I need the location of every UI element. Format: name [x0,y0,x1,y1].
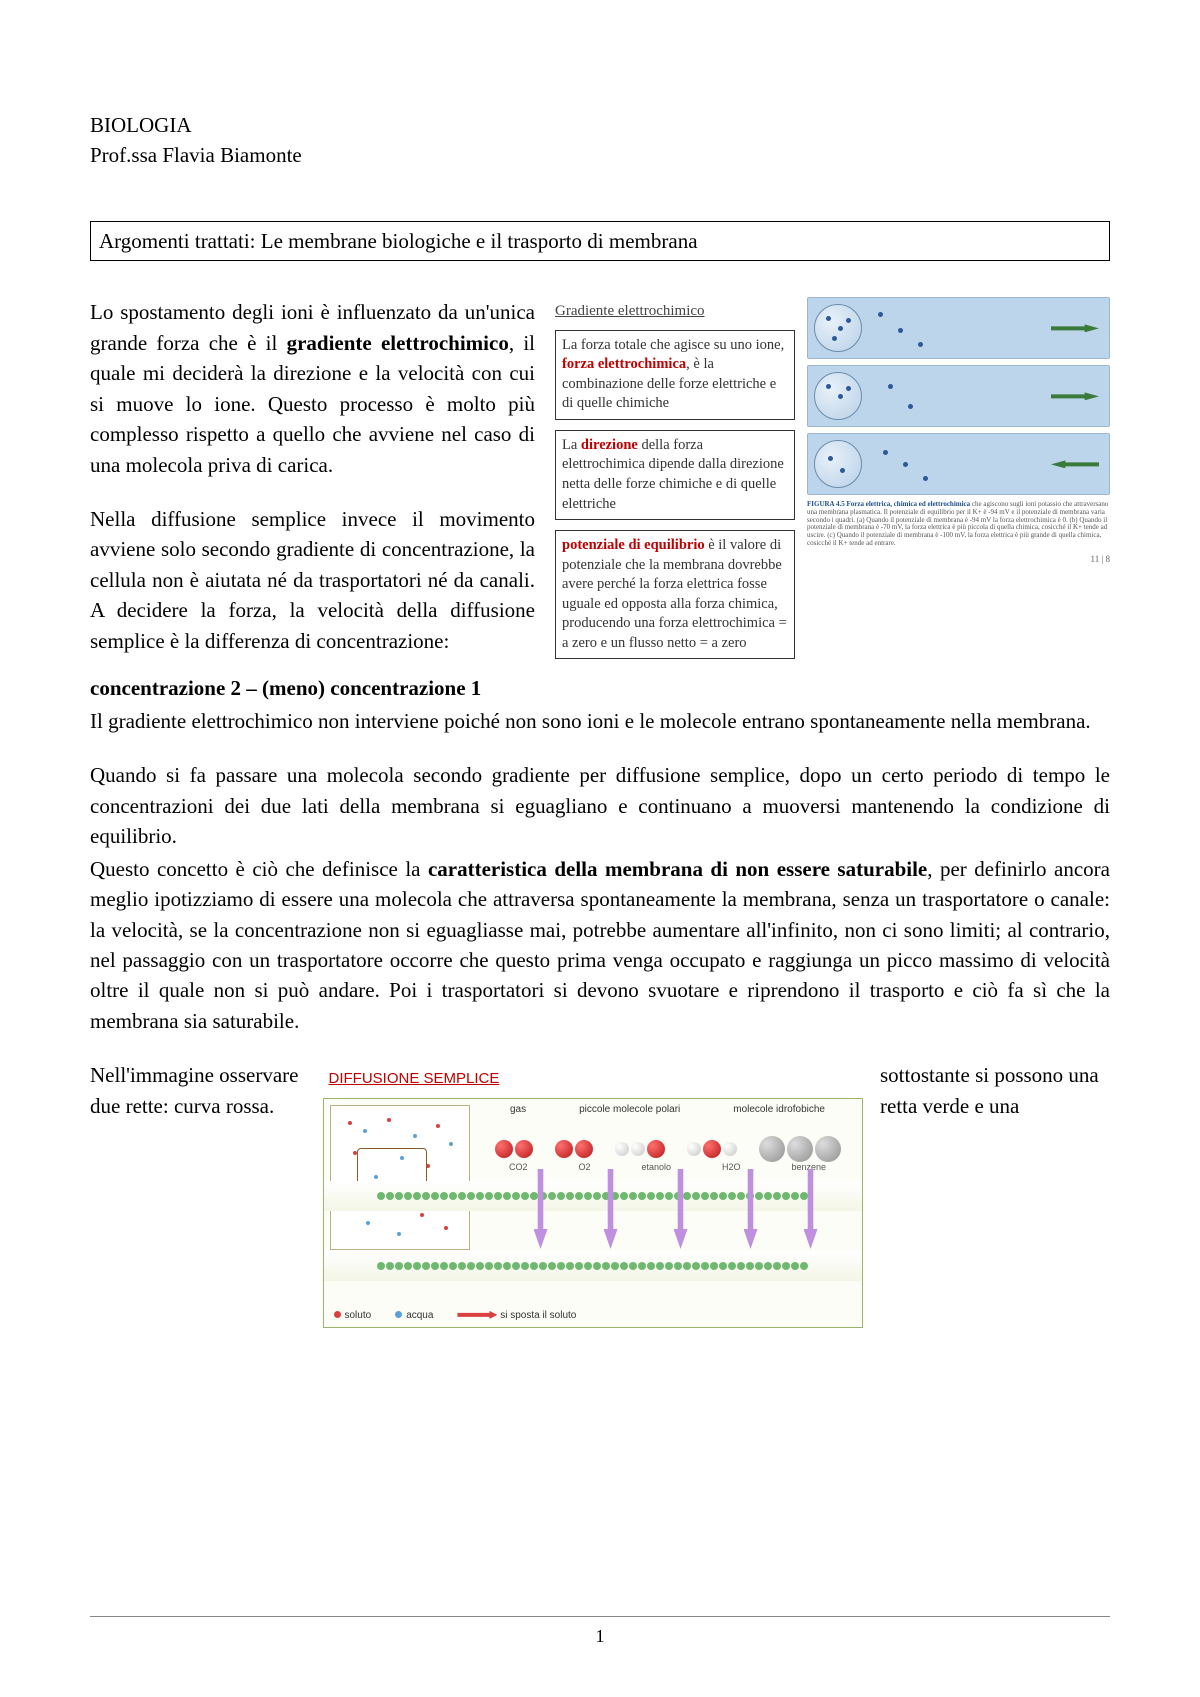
membrane-bottom [324,1251,862,1281]
sidebar-box-1: La forza totale che agisce su uno ione, … [555,330,795,420]
sidebar-diagrams: FIGURA 4.5 Forza elettrica, chimica ed e… [807,297,1110,669]
main-text-column: Lo spostamento degli ioni è influenzato … [90,297,535,669]
formula-line: concentrazione 2 – (meno) concentrazione… [90,673,1110,703]
topic-box: Argomenti trattati: Le membrane biologic… [90,221,1110,261]
paragraph-4: Quando si fa passare una molecola second… [90,760,1110,851]
sidebar-text: Gradiente elettrochimico La forza totale… [555,297,795,669]
page-number: 1 [90,1623,1110,1649]
professor-name: Prof.ssa Flavia Biamonte [90,140,1110,170]
paragraph-3: Il gradiente elettrochimico non intervie… [90,706,1110,736]
sidebar-box-3: potenziale di equilibrio è il valore di … [555,530,795,659]
diagram-caption: FIGURA 4.5 Forza elettrica, chimica ed e… [807,501,1110,547]
figure-title: DIFFUSIONE SEMPLICE [329,1068,863,1090]
page-footer: 1 [90,1616,1110,1649]
two-column-section: Lo spostamento degli ioni è influenzato … [90,297,1110,669]
membrane-top [324,1181,862,1211]
paragraph-2: Nella diffusione semplice invece il movi… [90,504,535,656]
sidebar-figure: Gradiente elettrochimico La forza totale… [555,297,1110,669]
figure-legend: soluto acqua si sposta il soluto [334,1309,577,1324]
sidebar-title: Gradiente elettrochimico [555,301,795,321]
paragraph-5: Questo concetto è ciò che definisce la c… [90,854,1110,1037]
molecule-labels: gas piccole molecole polari molecole idr… [484,1103,852,1118]
subject-title: BIOLOGIA [90,110,1110,140]
page-ref: 11 | 8 [807,553,1110,565]
diagram-c [807,433,1110,495]
document-header: BIOLOGIA Prof.ssa Flavia Biamonte [90,110,1110,171]
figure-with-wrapped-text: Nell'immagine osservare due rette: curva… [90,1060,1110,1332]
sidebar-box-2: La direzione della forza elettrochimica … [555,430,795,520]
paragraph-1: Lo spostamento degli ioni è influenzato … [90,297,535,480]
diagram-b [807,365,1110,427]
wrap-text-right: sottostante si possono una retta verde e… [880,1060,1110,1121]
figure-body: gas piccole molecole polari molecole idr… [323,1098,863,1328]
diagram-a [807,297,1110,359]
wrap-text-left: Nell'immagine osservare due rette: curva… [90,1060,305,1121]
diffusion-figure: DIFFUSIONE SEMPLICE [323,1068,863,1328]
solute-panel [330,1105,470,1250]
